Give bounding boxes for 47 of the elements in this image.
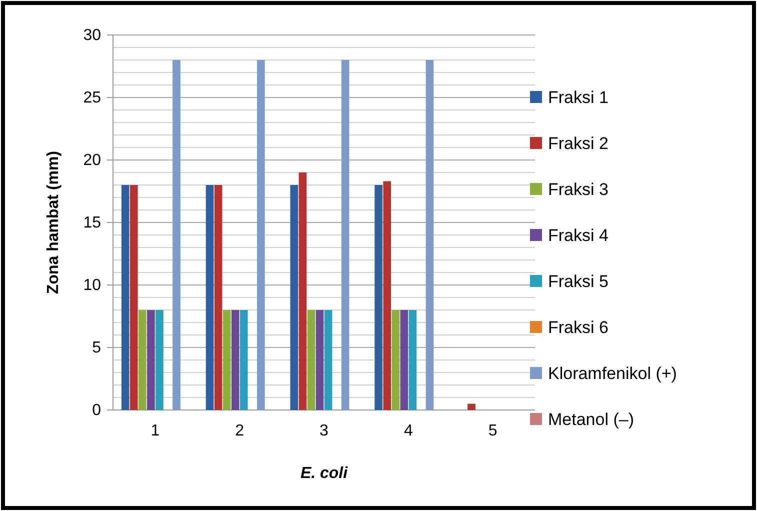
bar xyxy=(121,185,130,410)
legend-label: Fraksi 1 xyxy=(548,88,608,107)
bar xyxy=(240,310,248,410)
legend-label: Metanol (–) xyxy=(548,410,634,429)
bar xyxy=(222,310,231,410)
bar xyxy=(214,185,222,410)
x-tick-label: 4 xyxy=(404,422,413,440)
y-tick-label: 20 xyxy=(83,152,102,170)
y-tick-label: 15 xyxy=(83,214,102,232)
bar xyxy=(138,310,146,410)
bar xyxy=(206,185,214,410)
y-tick-label: 25 xyxy=(83,90,102,107)
bar xyxy=(426,60,434,410)
x-axis-title: E. coli xyxy=(300,465,348,482)
bar xyxy=(256,60,265,410)
bar xyxy=(172,60,180,410)
x-tick-label: 5 xyxy=(488,422,498,440)
bar xyxy=(341,60,350,410)
y-tick-label: 10 xyxy=(83,277,102,294)
bar xyxy=(231,310,240,410)
legend-label: Fraksi 3 xyxy=(548,180,608,199)
y-axis-title: Zona hambat (mm) xyxy=(45,150,62,294)
x-tick-label: 2 xyxy=(235,422,244,440)
legend-label: Fraksi 4 xyxy=(548,226,608,245)
y-tick-label: 0 xyxy=(92,402,102,420)
x-tick-label: 3 xyxy=(320,422,329,440)
y-tick-label: 30 xyxy=(83,27,102,44)
bar xyxy=(392,310,400,410)
x-tick-label: 1 xyxy=(150,422,160,440)
legend-label: Fraksi 6 xyxy=(548,318,608,337)
bar xyxy=(290,185,298,410)
legend-label: Fraksi 2 xyxy=(548,134,608,153)
bar xyxy=(156,310,164,410)
bar xyxy=(408,310,417,410)
bar xyxy=(316,310,324,410)
legend-label: Kloramfenikol (+) xyxy=(548,364,677,383)
bar xyxy=(147,310,155,410)
bar xyxy=(400,310,408,410)
bar xyxy=(324,310,332,410)
bar xyxy=(130,185,138,410)
y-tick-label: 5 xyxy=(92,340,102,357)
bar xyxy=(468,404,476,410)
bar xyxy=(374,185,382,410)
bar xyxy=(298,172,307,410)
bar xyxy=(383,181,392,410)
legend-label: Fraksi 5 xyxy=(548,272,608,291)
bar xyxy=(307,310,316,410)
